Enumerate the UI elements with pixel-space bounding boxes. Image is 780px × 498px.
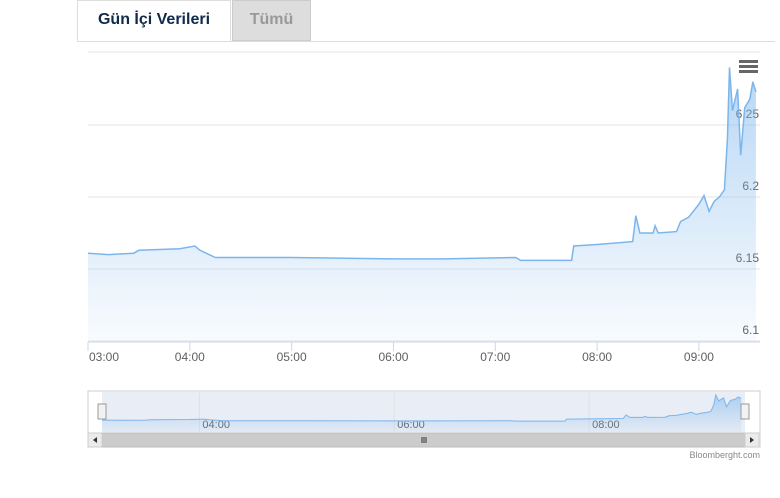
menu-bar	[739, 60, 758, 63]
navigator-handle[interactable]	[740, 403, 750, 420]
menu-button[interactable]	[739, 60, 758, 73]
tab[interactable]: Tümü	[232, 0, 311, 41]
area-fill	[102, 394, 742, 432]
tab-divider	[77, 41, 775, 42]
x-tick-label: 09:00	[684, 350, 714, 364]
arrow	[750, 437, 754, 443]
arrow	[93, 437, 97, 443]
area-fill	[88, 67, 756, 342]
area-line	[87, 67, 757, 262]
tab[interactable]: Gün İçi Verileri	[77, 0, 231, 41]
x-tick-label: 04:00	[175, 350, 205, 364]
x-tick-label: 05:00	[277, 350, 307, 364]
x-tick-label: 08:00	[582, 350, 612, 364]
menu-bar	[739, 65, 758, 68]
area-line	[101, 393, 742, 422]
x-tick-label: 06:00	[378, 350, 408, 364]
scrollbar-grip	[421, 437, 427, 443]
menu-bar	[739, 70, 758, 73]
x-tick-label: 03:00	[89, 350, 119, 364]
x-tick-label: 07:00	[480, 350, 510, 364]
credit[interactable]: Bloomberght.com	[689, 450, 760, 460]
navigator-handle[interactable]	[97, 403, 107, 420]
